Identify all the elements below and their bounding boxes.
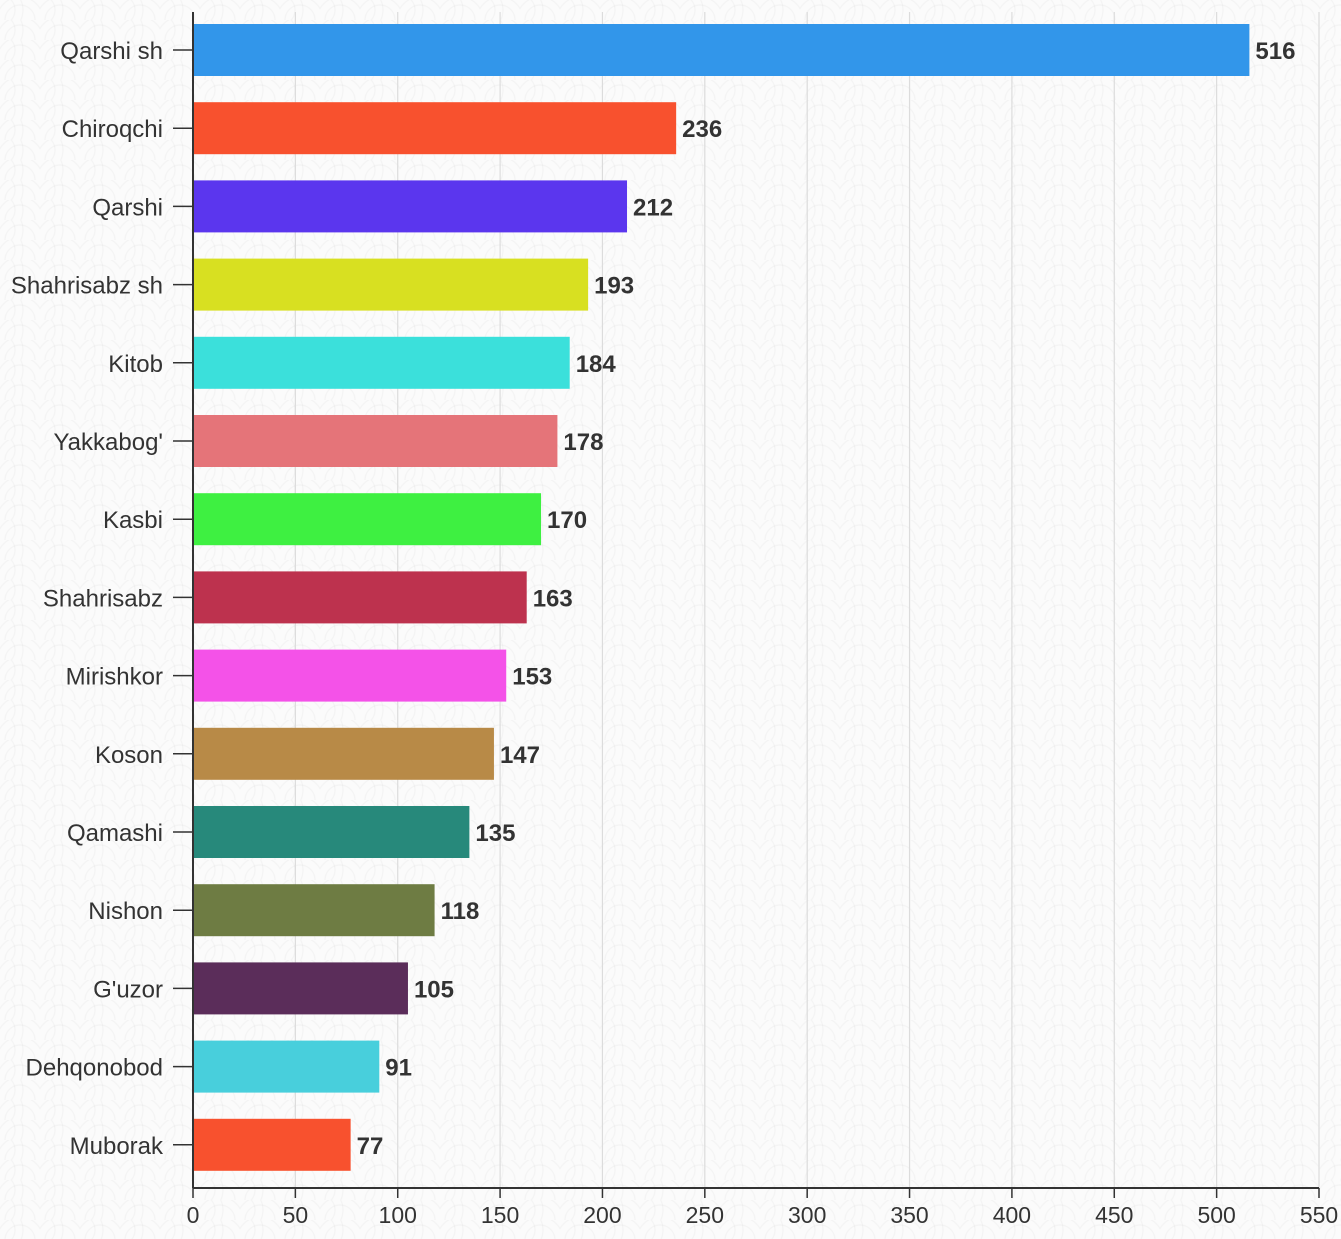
data-label: 153 — [512, 664, 552, 691]
bar — [193, 493, 542, 546]
data-label: 147 — [500, 742, 540, 769]
bar — [193, 884, 435, 937]
bar — [193, 806, 470, 858]
data-label: 212 — [633, 194, 673, 221]
bar — [193, 1040, 380, 1093]
x-tick-label: 250 — [686, 1202, 724, 1228]
data-label: 91 — [385, 1055, 412, 1082]
x-tick-label: 550 — [1300, 1202, 1338, 1228]
data-label: 236 — [682, 116, 722, 143]
bars — [193, 24, 1250, 1171]
data-label: 163 — [533, 585, 573, 612]
x-tick-label: 400 — [993, 1202, 1031, 1228]
category-label: Kitob — [108, 351, 163, 378]
category-label: Dehqonobod — [26, 1055, 163, 1082]
data-label: 135 — [475, 820, 515, 847]
x-tick-label: 50 — [283, 1202, 309, 1228]
x-tick-label: 350 — [890, 1202, 928, 1228]
category-label: Nishon — [88, 898, 163, 925]
bar — [193, 415, 558, 467]
bar — [193, 727, 494, 780]
bar — [193, 649, 507, 702]
bar — [193, 102, 677, 155]
x-tick-label: 100 — [379, 1202, 417, 1228]
bar — [193, 962, 408, 1015]
category-label: Qarshi — [92, 194, 163, 221]
category-label: Qamashi — [67, 820, 163, 847]
data-label: 77 — [357, 1133, 384, 1160]
x-tick-label: 200 — [583, 1202, 621, 1228]
data-label: 105 — [414, 976, 454, 1003]
category-label: G'uzor — [93, 976, 163, 1003]
bar — [193, 1118, 351, 1171]
x-tick-label: 450 — [1095, 1202, 1133, 1228]
category-label: Mirishkor — [66, 664, 163, 691]
category-label: Qarshi sh — [60, 38, 163, 65]
data-label: 170 — [547, 507, 587, 534]
bar — [193, 336, 570, 389]
labels: 0 50 100 150 200 250 300 350 400 450 500 550 Qarshi … — [11, 38, 1338, 1228]
bar — [193, 571, 527, 624]
category-label: Shahrisabz sh — [11, 273, 163, 300]
bar — [193, 180, 628, 233]
data-label: 516 — [1255, 38, 1295, 65]
category-label: Kasbi — [103, 507, 163, 534]
x-tick-label: 300 — [788, 1202, 826, 1228]
category-label: Muborak — [70, 1133, 164, 1160]
data-label: 193 — [594, 273, 634, 300]
category-label: Shahrisabz — [43, 585, 163, 612]
data-label: 178 — [563, 429, 603, 456]
x-tick-label: 500 — [1197, 1202, 1235, 1228]
category-label: Koson — [95, 742, 163, 769]
category-label: Yakkabog' — [53, 429, 163, 456]
x-tick-label: 150 — [481, 1202, 519, 1228]
category-label: Chiroqchi — [62, 116, 163, 143]
bar — [193, 258, 589, 311]
axes — [173, 12, 1320, 1198]
x-tick-label: 0 — [187, 1202, 200, 1228]
bar — [193, 24, 1250, 76]
data-label: 118 — [441, 898, 480, 925]
data-label: 184 — [576, 351, 617, 378]
